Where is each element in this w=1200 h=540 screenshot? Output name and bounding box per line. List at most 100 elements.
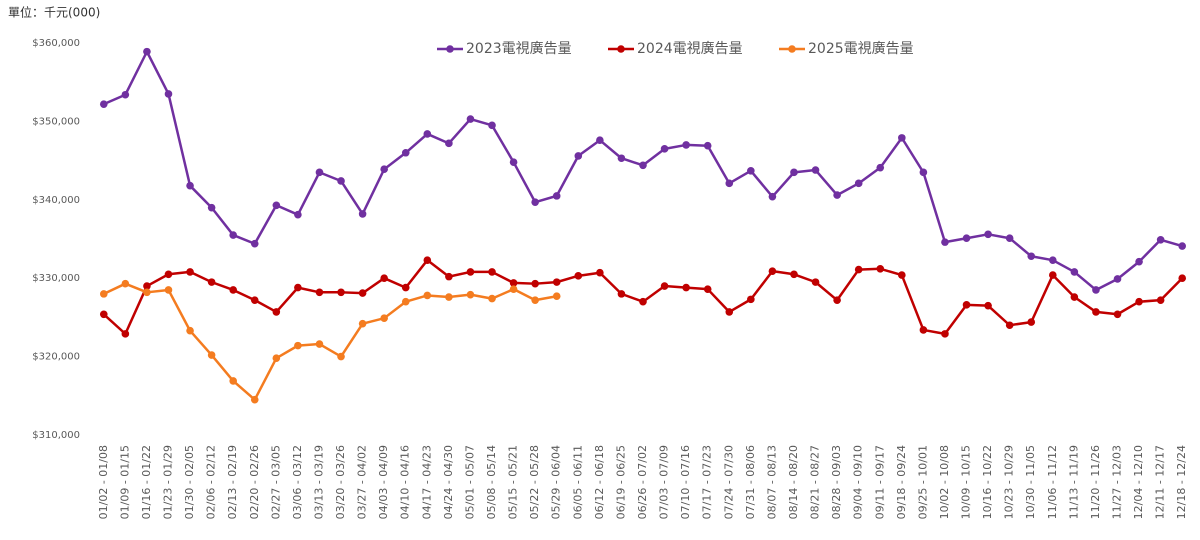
x-tick-label: 01/09 - 01/15 [118, 445, 131, 519]
point [143, 282, 151, 290]
x-tick-label: 11/20 - 11/26 [1089, 445, 1102, 519]
point [121, 330, 130, 338]
point [337, 177, 345, 185]
point [552, 292, 561, 301]
point [531, 296, 539, 304]
point [99, 310, 108, 319]
x-tick-label: 06/26 - 07/02 [636, 445, 649, 519]
x-tick-label: 10/30 - 11/05 [1024, 445, 1037, 519]
point [509, 285, 518, 293]
point [596, 136, 604, 145]
x-tick-label: 11/13 - 11/19 [1067, 445, 1080, 519]
x-tick-label: 04/10 - 04/16 [399, 445, 412, 519]
point [617, 154, 626, 163]
point [703, 285, 712, 293]
point [121, 279, 130, 288]
point [984, 301, 992, 310]
point [445, 139, 453, 148]
point [1027, 318, 1036, 326]
x-tick-label: 01/23 - 01/29 [161, 445, 174, 519]
series-line [103, 282, 557, 401]
x-tick-label: 07/24 - 07/30 [722, 445, 735, 519]
point [1049, 271, 1057, 279]
point [1005, 234, 1014, 243]
point [488, 294, 496, 303]
point [1156, 235, 1165, 244]
point [337, 288, 345, 297]
x-tick-label: 05/15 - 05/21 [507, 445, 520, 519]
y-tick-label: $310,000 [32, 430, 80, 441]
legend-marker [446, 45, 454, 53]
point [984, 230, 992, 239]
unit-label: 單位：千元(000) [8, 5, 100, 20]
point [423, 256, 432, 264]
point [574, 272, 583, 280]
point [164, 286, 173, 294]
x-tick-label: 02/20 - 02/26 [248, 445, 261, 519]
point [790, 168, 798, 177]
point [725, 308, 734, 316]
x-tick-label: 10/16 - 10/22 [981, 445, 994, 519]
x-tick-label: 12/18 - 12/24 [1175, 445, 1188, 519]
x-tick-label: 02/27 - 03/05 [269, 445, 282, 519]
point [186, 268, 194, 276]
point [143, 288, 151, 297]
legend-marker [617, 45, 625, 53]
point [531, 279, 539, 288]
point [380, 165, 388, 174]
legend-label: 2025電視廣告量 [808, 40, 914, 57]
point [552, 192, 561, 200]
point [854, 265, 863, 274]
x-tick-label: 09/25 - 10/01 [916, 445, 929, 519]
point [1092, 286, 1100, 294]
point [682, 283, 690, 292]
point [1178, 242, 1187, 250]
point [250, 296, 259, 304]
point [272, 308, 281, 316]
point [747, 166, 755, 175]
point [1070, 293, 1079, 301]
y-tick-label: $360,000 [32, 38, 80, 49]
point [1005, 321, 1014, 330]
point [876, 264, 885, 273]
point [423, 130, 432, 138]
point [337, 352, 345, 361]
point [250, 395, 259, 404]
y-tick-label: $320,000 [32, 352, 80, 363]
point [660, 282, 669, 290]
point [660, 145, 669, 153]
series-line [102, 258, 1184, 336]
point [596, 268, 604, 277]
point [898, 271, 906, 279]
point [574, 152, 583, 160]
point [876, 163, 885, 172]
x-tick-label: 12/04 - 12/10 [1132, 445, 1145, 519]
point [143, 47, 151, 56]
point [315, 288, 324, 297]
point [250, 239, 259, 248]
point [294, 341, 302, 350]
point [747, 295, 755, 304]
x-tick-label: 06/12 - 06/18 [593, 445, 606, 519]
point [682, 141, 690, 149]
x-tick-label: 08/14 - 08/20 [787, 445, 800, 519]
point [401, 297, 410, 306]
x-tick-label: 04/17 - 04/23 [420, 445, 433, 519]
x-tick-label: 02/13 - 02/19 [226, 445, 239, 519]
x-tick-label: 10/23 - 10/29 [1003, 445, 1016, 519]
point [186, 326, 194, 335]
point [962, 234, 971, 243]
point [186, 181, 194, 190]
point [962, 301, 971, 309]
point [509, 279, 518, 287]
point [488, 268, 496, 276]
point [639, 161, 647, 170]
x-tick-label: 05/29 - 06/04 [550, 445, 563, 519]
x-tick-label: 10/09 - 10/15 [960, 445, 973, 519]
point [466, 115, 475, 123]
point [207, 351, 216, 359]
x-tick-label: 03/13 - 03/19 [312, 445, 325, 519]
y-tick-label: $350,000 [32, 116, 80, 127]
point [207, 278, 216, 286]
x-tick-label: 05/22 - 05/28 [528, 445, 541, 519]
